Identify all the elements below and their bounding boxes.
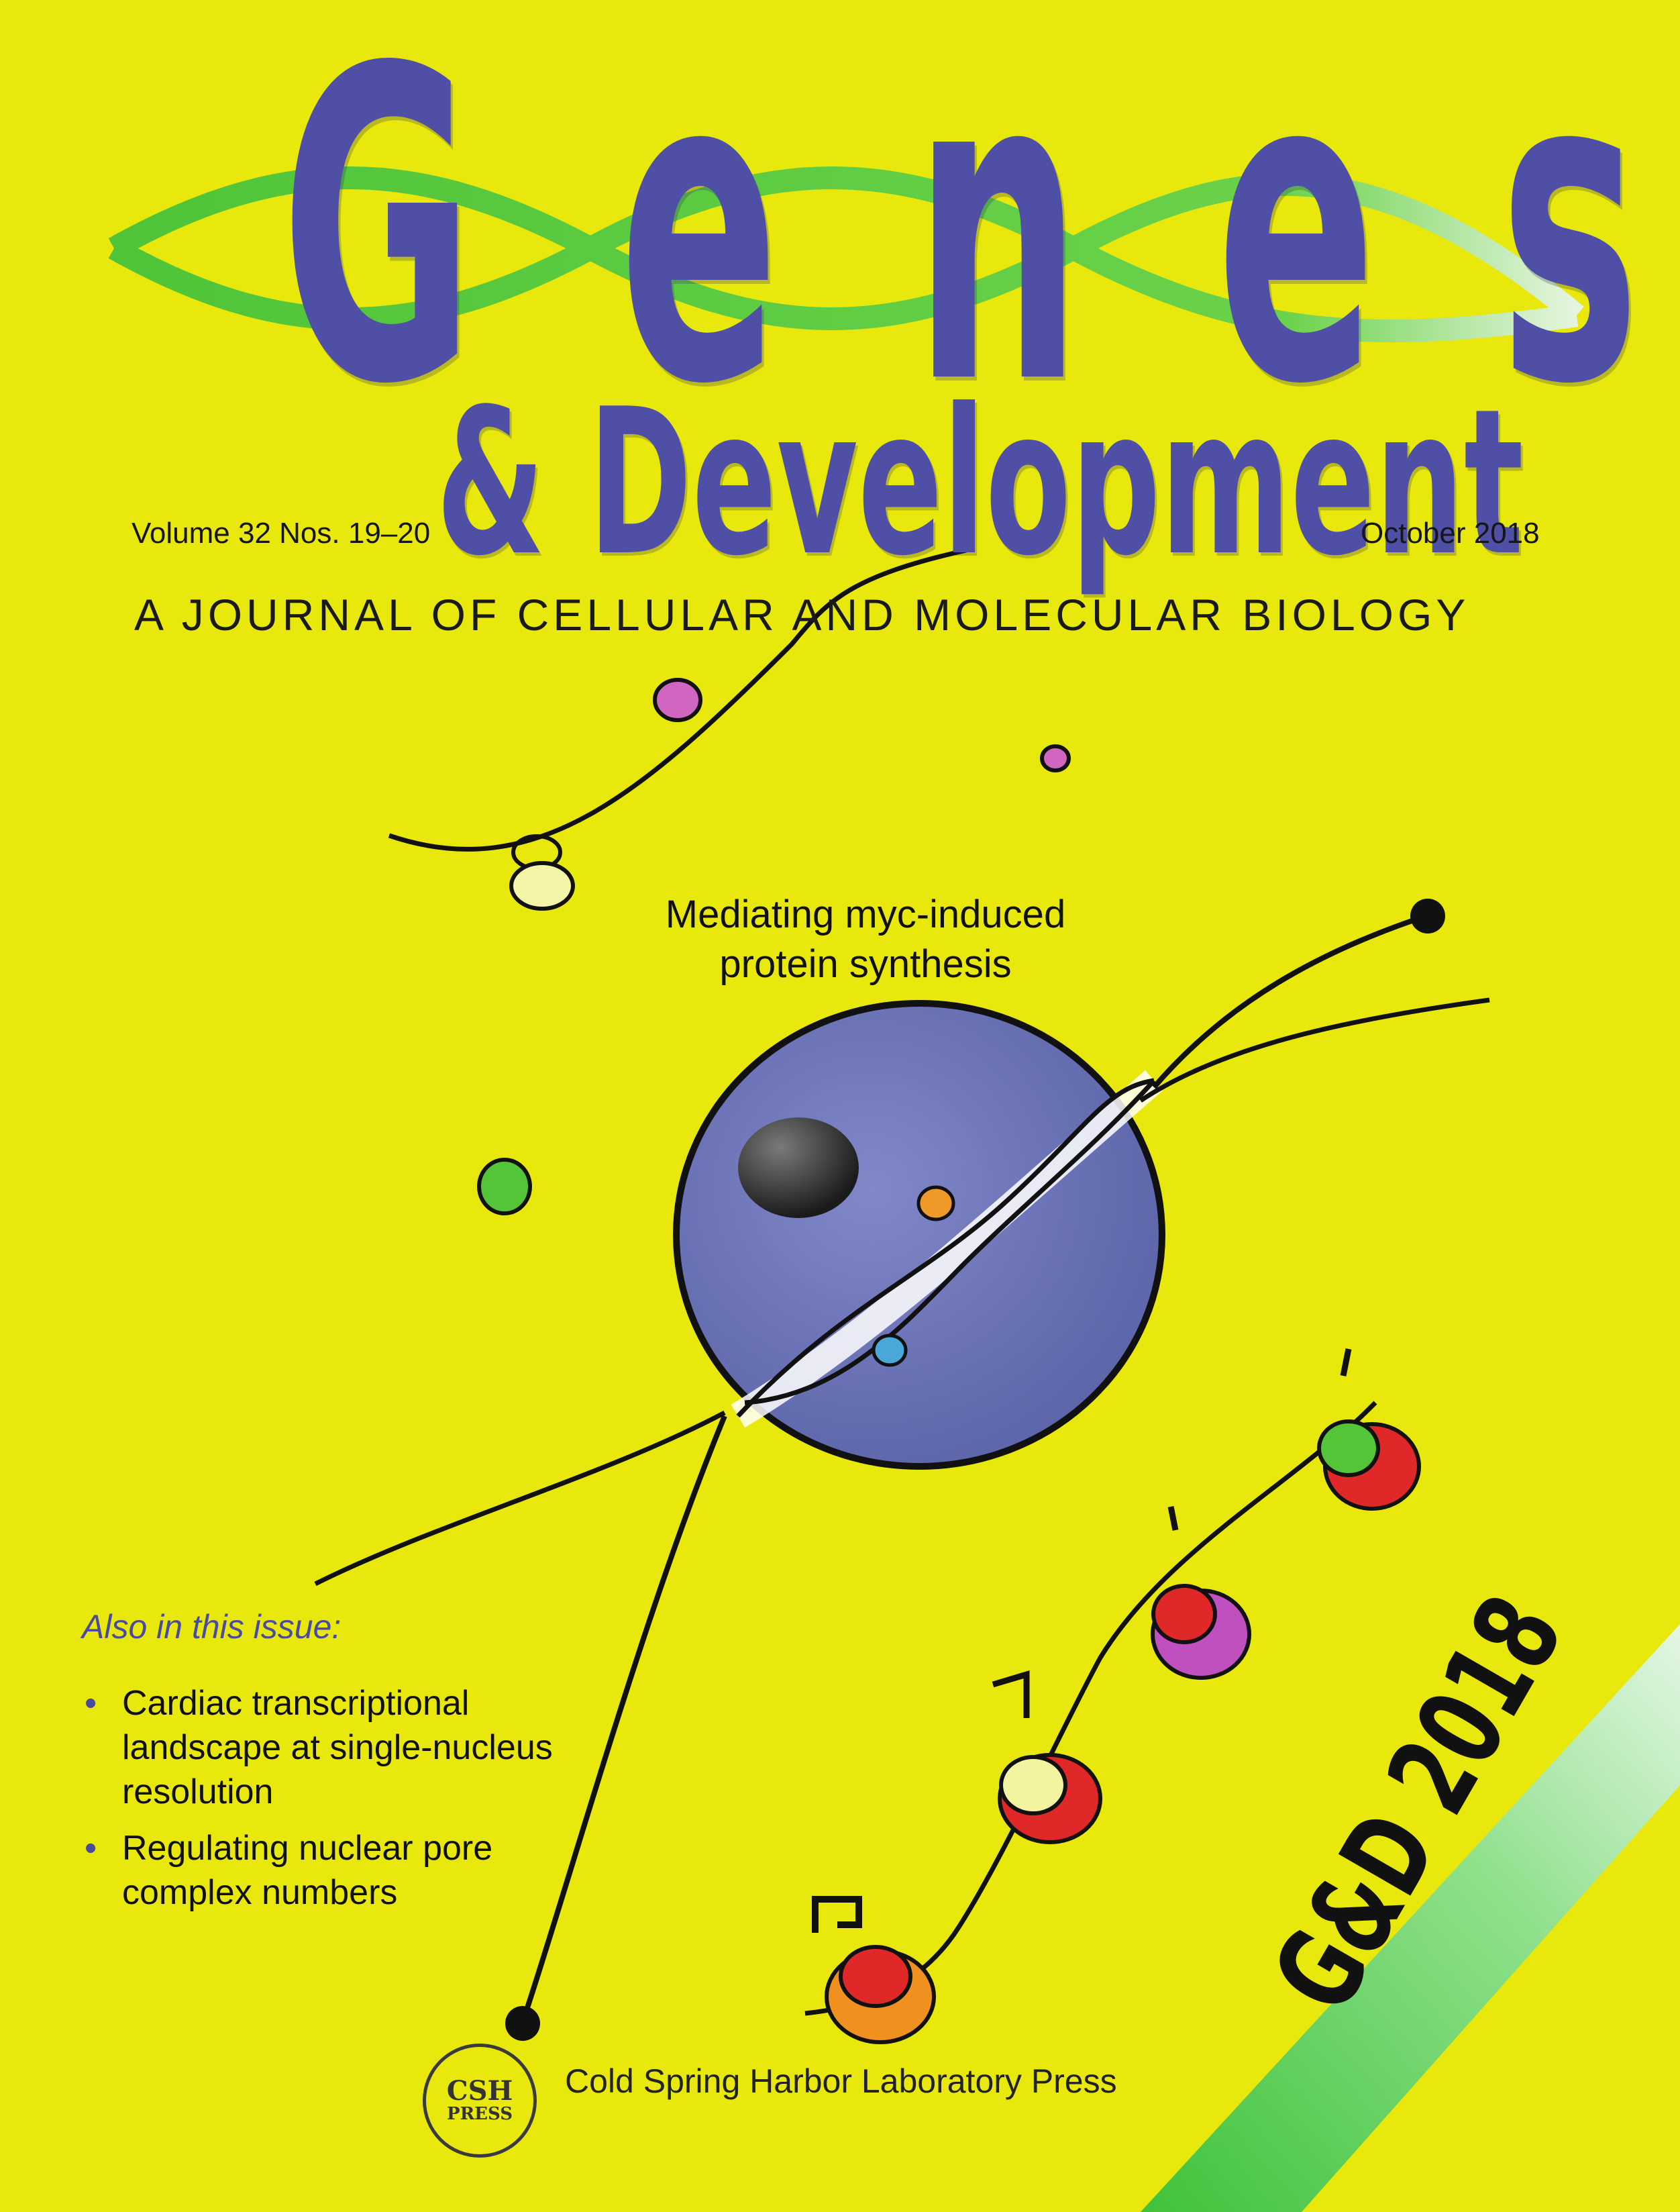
issue-date: October 2018 [1361, 517, 1540, 550]
masthead-subtitle: & Development [436, 366, 1524, 600]
publisher-name: Cold Spring Harbor Laboratory Press [565, 2062, 1117, 2100]
masthead-title: G e n e s [201, 0, 1640, 478]
bead-yellow [509, 861, 575, 911]
bead-pink-top [653, 678, 702, 722]
journal-tagline: A JOURNAL OF CELLULAR AND MOLECULAR BIOL… [134, 590, 1470, 640]
masthead-letter: e [619, 0, 780, 478]
bead-blue-cell [872, 1334, 908, 1367]
corner-banner [1141, 1624, 1680, 2212]
masthead-letter: e [1216, 0, 1377, 478]
ribosome-3 [1151, 1506, 1251, 1680]
masthead-letter: G [280, 0, 475, 478]
also-heading: Also in this issue: [82, 1608, 342, 1646]
seal-bottom: PRESS [447, 2104, 513, 2124]
ribosome-4 [1317, 1348, 1421, 1511]
issue-volume: Volume 32 Nos. 19–20 [132, 517, 431, 550]
bead-orange-cell [916, 1185, 955, 1221]
nucleolus [738, 1117, 859, 1218]
feature-line-1: Mediating myc-induced [665, 893, 1066, 936]
bead-pink-small [1040, 744, 1071, 772]
ribosome-1 [812, 1896, 936, 2044]
bullet-icon: • [85, 1684, 97, 1723]
bullet-icon: • [85, 1829, 97, 1868]
list-item: • Regulating nuclear pore complex numbers [82, 1826, 605, 1915]
thread-end-top-right [1410, 899, 1445, 934]
masthead-letter: n [913, 0, 1082, 478]
list-item: • Cardiac transcriptional landscape at si… [82, 1681, 605, 1814]
feature-line-2: protein synthesis [719, 942, 1012, 986]
seal-top: CSH [446, 2075, 513, 2107]
thread-end-bottom-left [505, 2006, 540, 2041]
cell [673, 1000, 1165, 1470]
ribosome-2 [992, 1670, 1102, 1844]
csh-press-seal: CSH PRESS [423, 2044, 537, 2158]
also-list: • Cardiac transcriptional landscape at si… [82, 1681, 605, 1927]
dna-helix-ribbon [108, 166, 1584, 343]
feature-headline: Mediating myc-induced protein synthesis [590, 890, 1141, 989]
masthead-letter: s [1499, 0, 1640, 478]
list-item-text: Cardiac transcriptional landscape at sin… [122, 1684, 553, 1811]
bead-green-left [477, 1158, 532, 1215]
list-item-text: Regulating nuclear pore complex numbers [122, 1829, 493, 1912]
